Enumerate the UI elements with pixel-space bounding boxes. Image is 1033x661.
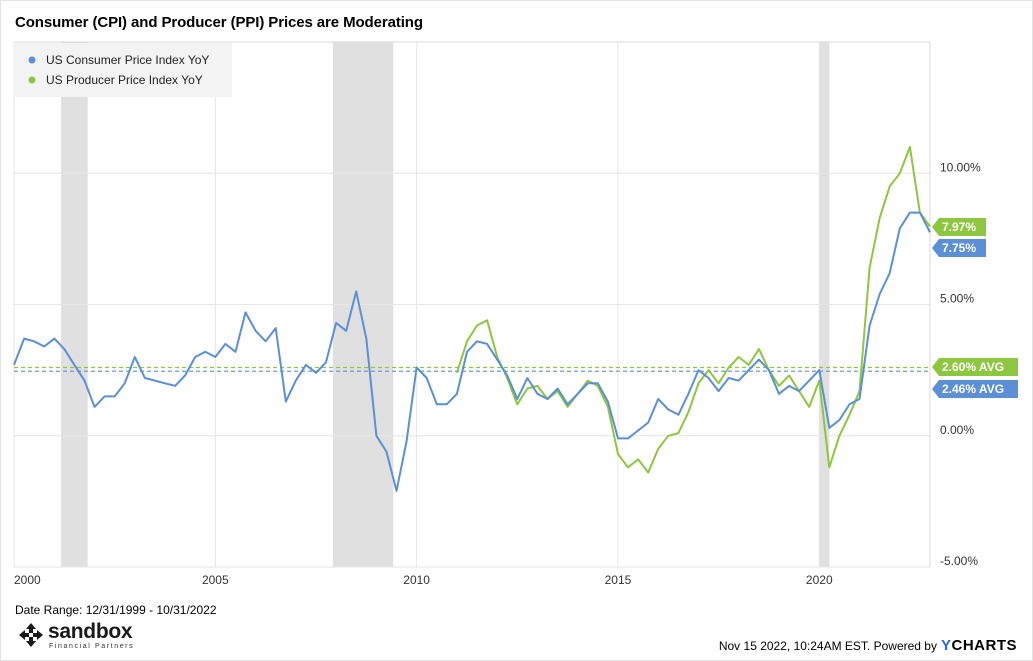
value-badges: 7.97% 7.75% 2.60% AVG 2.46% AVG bbox=[932, 218, 1018, 398]
legend-label-0: US Consumer Price Index YoY bbox=[46, 53, 209, 67]
x-tick-label-1: 2005 bbox=[202, 573, 229, 587]
ppi-last-badge: 7.97% bbox=[932, 218, 986, 236]
x-tick-label-2: 2010 bbox=[403, 573, 430, 587]
y-tick-label-2: 0.00% bbox=[940, 423, 974, 437]
cpi-last-badge-shape bbox=[932, 239, 986, 257]
ppi-last-badge-text: 7.97% bbox=[942, 220, 976, 234]
legend-marker-1 bbox=[28, 76, 36, 84]
average-lines bbox=[14, 366, 930, 372]
x-axis: 2000 2005 2010 2015 2020 bbox=[14, 573, 833, 587]
ycharts-logo-text: CHARTS bbox=[951, 637, 1017, 654]
ycharts-logo-y: Y bbox=[940, 637, 952, 654]
x-tick-label-4: 2020 bbox=[806, 573, 833, 587]
grid-lines bbox=[13, 41, 931, 568]
chart-area: 2000 2005 2010 2015 2020 10.00% 5.00% 0.00% -5.… bbox=[13, 41, 1018, 587]
x-tick-label-0: 2000 bbox=[14, 573, 41, 587]
cpi-avg-badge-shape bbox=[932, 380, 1018, 398]
footer-timestamp: Nov 15 2022, 10:24AM EST. Powered by bbox=[718, 638, 937, 653]
logo-name: sandbox bbox=[48, 620, 133, 643]
ppi-last-badge-shape bbox=[932, 218, 986, 236]
ppi-avg-badge-text: 2.60% AVG bbox=[942, 360, 1004, 374]
date-range: Date Range: 12/31/1999 - 10/31/2022 bbox=[15, 603, 217, 617]
logo-subtitle: Financial Partners bbox=[49, 643, 135, 650]
y-axis: 10.00% 5.00% 0.00% -5.00% bbox=[940, 160, 981, 568]
series-line-1 bbox=[455, 146, 931, 474]
legend-marker-0 bbox=[28, 56, 36, 64]
ppi-avg-badge: 2.60% AVG bbox=[932, 358, 1018, 376]
footer-attribution: Nov 15 2022, 10:24AM EST. Powered by YCH… bbox=[719, 637, 1017, 654]
sandbox-logo: sandbox Financial Partners bbox=[18, 620, 148, 652]
y-tick-label-3: -5.00% bbox=[940, 554, 978, 568]
x-tick-label-3: 2015 bbox=[605, 573, 632, 587]
ycharts-logo: YCHARTS bbox=[941, 637, 1017, 654]
chart-title: Consumer (CPI) and Producer (PPI) Prices… bbox=[15, 14, 423, 31]
arrows-cross-icon bbox=[19, 623, 43, 647]
series-lines bbox=[13, 146, 931, 492]
y-tick-label-1: 5.00% bbox=[940, 292, 974, 306]
cpi-avg-badge: 2.46% AVG bbox=[932, 380, 1018, 398]
series-line-0 bbox=[13, 211, 931, 492]
cpi-avg-badge-text: 2.46% AVG bbox=[942, 382, 1004, 396]
y-tick-label-0: 10.00% bbox=[940, 160, 981, 174]
legend-box bbox=[15, 43, 232, 97]
cpi-last-badge: 7.75% bbox=[932, 239, 986, 257]
cpi-last-badge-text: 7.75% bbox=[942, 241, 976, 255]
ppi-avg-badge-shape bbox=[932, 358, 1018, 376]
legend: US Consumer Price Index YoY US Producer P… bbox=[15, 43, 232, 97]
legend-label-1: US Producer Price Index YoY bbox=[46, 73, 203, 87]
